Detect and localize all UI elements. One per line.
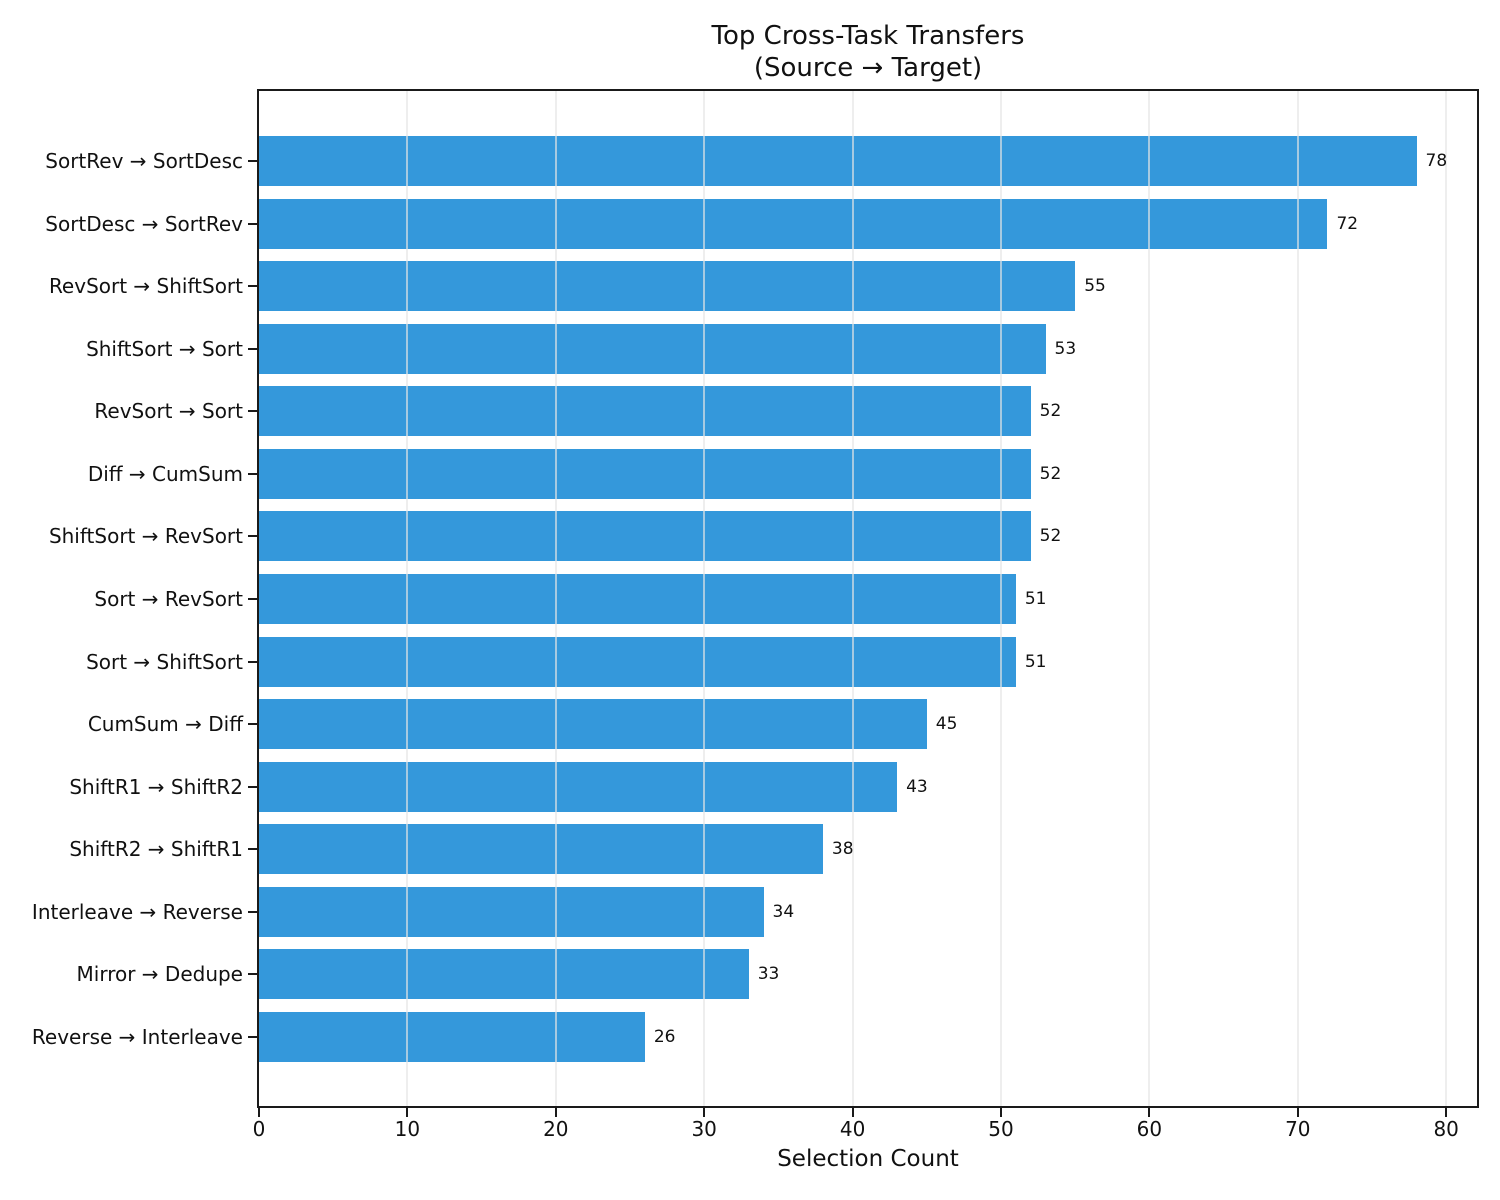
bar-value-label: 51 [1024,651,1047,672]
y-axis-category-label: SortRev → SortDesc [45,149,243,173]
x-axis-tick-label: 40 [839,1117,866,1141]
bar-value-label: 52 [1039,401,1062,422]
bar-value-label: 51 [1024,588,1047,609]
x-axis-tick [703,1108,706,1117]
bar [259,886,764,937]
y-axis-tick [248,723,257,726]
x-axis-tick-label: 70 [1285,1117,1311,1141]
y-axis-tick [248,785,257,788]
y-axis-category-label: ShiftSort → Sort [86,336,243,361]
y-axis-tick [248,535,257,538]
bar [259,448,1031,499]
bar-value-label: 33 [757,964,780,985]
y-axis-tick [248,160,257,162]
y-axis-category-label: CumSum → Diff [87,712,243,737]
gridline [703,91,706,1106]
gridline [1000,91,1002,1106]
x-axis-tick-label: 80 [1433,1117,1459,1141]
bar [259,511,1031,562]
chart-title-line1: Top Cross-Task Transfers [711,21,1025,51]
y-axis-category-label: SortDesc → SortRev [45,211,243,236]
y-axis-category-label: Mirror → Dedupe [76,962,243,987]
bar-value-label: 53 [1054,338,1077,359]
x-axis-title: Selection Count [777,1146,959,1172]
y-axis-tick [248,1035,257,1038]
x-axis-tick-label: 30 [691,1117,717,1141]
x-axis-tick-label: 20 [543,1117,569,1141]
x-axis-tick [1445,1108,1448,1117]
y-axis-tick [248,410,257,413]
x-axis-tick [851,1108,854,1117]
y-axis-category-label: ShiftR2 → ShiftR1 [69,837,243,862]
bar [259,573,1016,624]
x-axis-tick [1000,1108,1002,1117]
bar-value-label: 78 [1425,151,1448,171]
x-axis-tick [1296,1108,1299,1117]
bar-value-label: 72 [1336,213,1359,234]
gridline [554,91,557,1106]
bar [259,636,1016,687]
bar-value-label: 45 [935,714,958,735]
y-axis-category-label: ShiftSort → RevSort [48,524,243,549]
bar [259,198,1328,249]
x-axis-tick [406,1108,409,1117]
chart-title-line2: (Source → Target) [753,53,983,83]
y-axis-tick [248,347,257,350]
plot-area: 78 72 55 53 52 52 52 51 51 45 43 38 34 33 26 [257,89,1479,1108]
bar [259,386,1031,437]
x-axis-tick [554,1108,557,1117]
y-axis-tick [248,848,257,851]
bar [259,761,898,812]
bar [259,261,1076,312]
y-axis-category-label: ShiftR1 → ShiftR2 [69,774,243,799]
bar [259,699,927,750]
bar [259,136,1417,186]
y-axis-tick [248,660,257,663]
x-axis-tick [1148,1108,1151,1117]
y-axis-category-label: RevSort → Sort [94,399,243,424]
bar [259,824,823,875]
bar-value-label: 43 [906,776,928,797]
gridline [1296,91,1299,1106]
y-axis-tick [248,472,257,475]
y-axis-category-label: Sort → RevSort [94,586,243,611]
y-axis-tick [248,910,257,913]
chart-title: Top Cross-Task Transfers (Source → Targe… [257,20,1479,84]
bar-value-label: 52 [1039,526,1062,547]
y-axis-category-label: Diff → CumSum [87,461,243,486]
y-axis-category-label: Sort → ShiftSort [86,649,243,674]
y-axis-tick [248,973,257,976]
bar [259,323,1046,374]
gridline [851,91,854,1106]
x-axis-tick-label: 60 [1136,1117,1163,1141]
bar-value-label: 26 [653,1026,676,1047]
y-axis-tick [248,285,257,288]
x-axis-tick-label: 0 [252,1117,266,1141]
bar-value-label: 38 [831,839,854,860]
y-axis-category-label: Interleave → Reverse [31,899,243,924]
bar-value-label: 52 [1039,463,1062,484]
y-axis-tick [248,222,257,225]
gridline [406,91,409,1106]
bar-value-label: 55 [1084,276,1106,297]
y-axis-category-label: RevSort → ShiftSort [48,274,243,299]
bar [259,949,749,1000]
x-axis-tick-label: 10 [394,1117,421,1141]
y-axis-category-label: Reverse → Interleave [31,1024,243,1049]
bar-value-label: 34 [772,901,795,922]
x-axis-tick [258,1108,260,1117]
gridline [1445,91,1448,1106]
y-axis-tick [248,597,257,600]
gridline [1148,91,1151,1106]
bar [259,1011,645,1062]
x-axis-tick-label: 50 [988,1117,1014,1141]
